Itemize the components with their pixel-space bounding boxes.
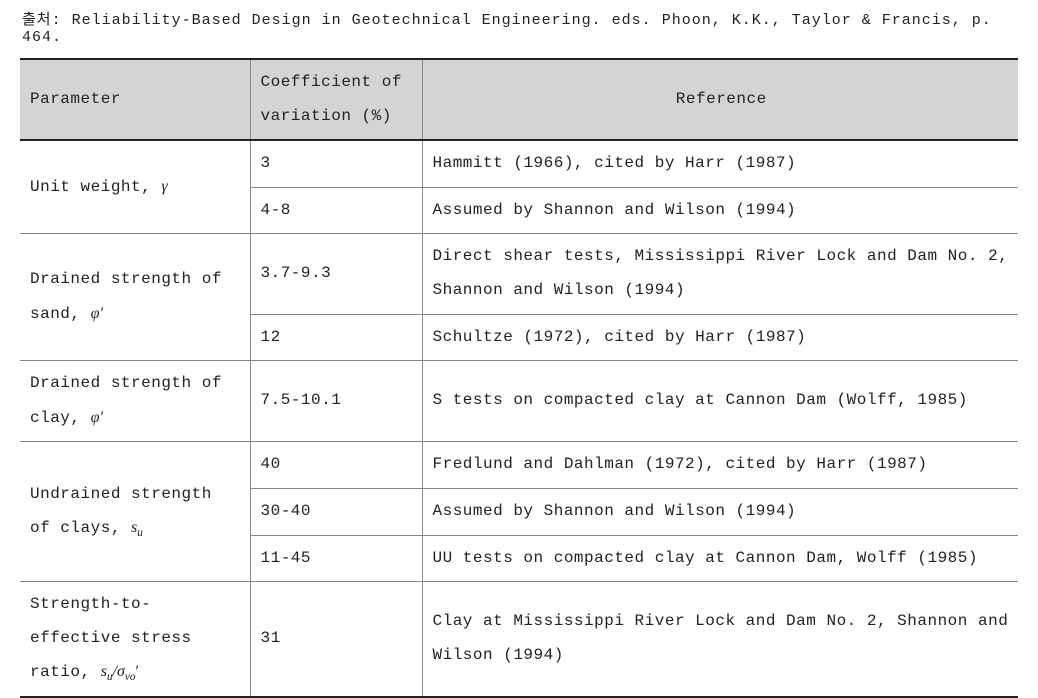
ref-cell: S tests on compacted clay at Cannon Dam … <box>422 361 1018 442</box>
table-row: Unit weight, γ 3 Hammitt (1966), cited b… <box>20 140 1018 187</box>
cov-cell: 11-45 <box>250 535 422 582</box>
ref-cell: Direct shear tests, Mississippi River Lo… <box>422 234 1018 314</box>
ref-cell: Clay at Mississippi River Lock and Dam N… <box>422 582 1018 697</box>
col-header-cov: Coefficient of variation (%) <box>250 59 422 140</box>
col-header-parameter: Parameter <box>20 59 250 140</box>
cov-cell: 30-40 <box>250 488 422 535</box>
sym-phi-prime: φ′ <box>91 305 103 322</box>
cov-cell: 12 <box>250 314 422 361</box>
cov-cell: 31 <box>250 582 422 697</box>
cov-cell: 3.7-9.3 <box>250 234 422 314</box>
param-drained-sand: Drained strength of sand, φ′ <box>20 234 250 361</box>
ref-cell: Assumed by Shannon and Wilson (1994) <box>422 187 1018 234</box>
ref-cell: UU tests on compacted clay at Cannon Dam… <box>422 535 1018 582</box>
param-unit-weight: Unit weight, γ <box>20 140 250 234</box>
cov-cell: 40 <box>250 442 422 489</box>
table-row: Drained strength of clay, φ′ 7.5-10.1 S … <box>20 361 1018 442</box>
param-text: Drained strength of sand, <box>30 270 222 323</box>
col-header-reference: Reference <box>422 59 1018 140</box>
table-row: Drained strength of sand, φ′ 3.7-9.3 Dir… <box>20 234 1018 314</box>
cov-cell: 4-8 <box>250 187 422 234</box>
sym-ratio: su/σvo′ <box>101 663 139 680</box>
param-drained-clay: Drained strength of clay, φ′ <box>20 361 250 442</box>
table-row: Undrained strength of clays, su 40 Fredl… <box>20 442 1018 489</box>
ref-cell: Hammitt (1966), cited by Harr (1987) <box>422 140 1018 187</box>
table-row: Strength-to-effective stress ratio, su/σ… <box>20 582 1018 697</box>
source-line: 출처: Reliability-Based Design in Geotechn… <box>22 8 1018 46</box>
ref-cell: Fredlund and Dahlman (1972), cited by Ha… <box>422 442 1018 489</box>
param-stress-ratio: Strength-to-effective stress ratio, su/σ… <box>20 582 250 697</box>
sym-gamma: γ <box>161 178 167 195</box>
cov-cell: 7.5-10.1 <box>250 361 422 442</box>
table-header-row: Parameter Coefficient of variation (%) R… <box>20 59 1018 140</box>
cov-cell: 3 <box>250 140 422 187</box>
ref-cell: Assumed by Shannon and Wilson (1994) <box>422 488 1018 535</box>
param-text: Undrained strength of clays, <box>30 485 212 538</box>
ref-cell: Schultze (1972), cited by Harr (1987) <box>422 314 1018 361</box>
param-undrained-clays: Undrained strength of clays, su <box>20 442 250 582</box>
parameters-table: Parameter Coefficient of variation (%) R… <box>20 58 1018 698</box>
sym-su: su <box>131 519 143 536</box>
param-text: Unit weight, <box>30 178 161 196</box>
param-text: Drained strength of clay, <box>30 374 222 427</box>
sym-phi-prime: φ′ <box>91 409 103 426</box>
